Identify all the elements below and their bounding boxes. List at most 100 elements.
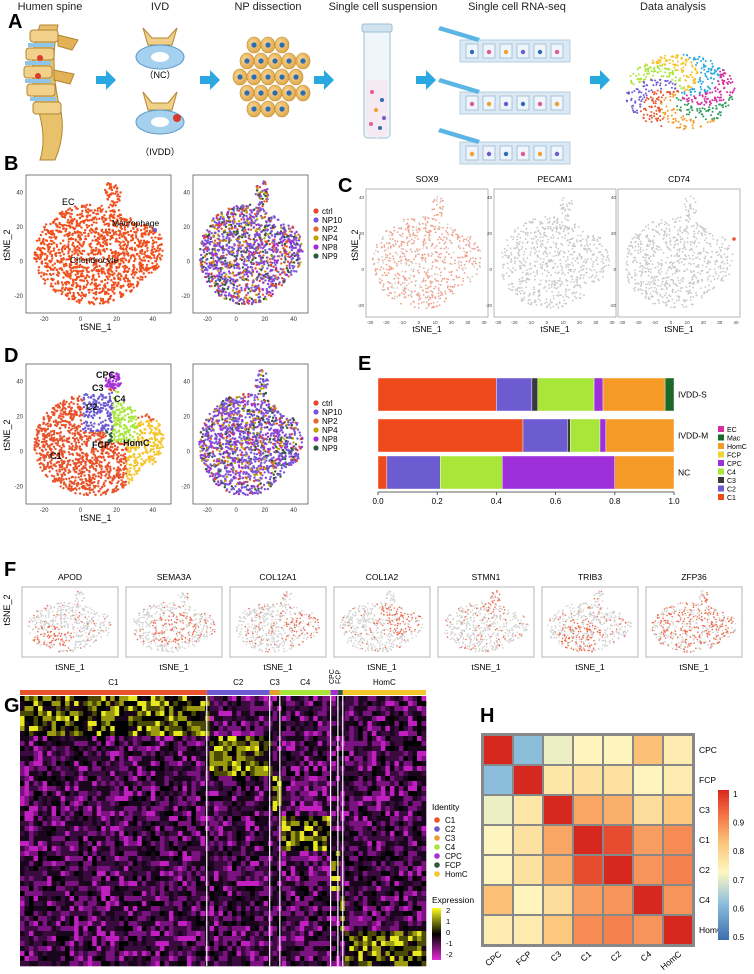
tsne-point [258, 299, 261, 302]
tsne-point [699, 103, 702, 105]
tsne-point [273, 261, 276, 264]
tsne-point [712, 120, 715, 123]
tsne-point [264, 279, 267, 282]
tsne-point [444, 256, 447, 259]
tsne-point [551, 282, 554, 285]
tsne-point [725, 81, 728, 84]
tsne-point [539, 223, 542, 226]
tsne-point [408, 239, 411, 242]
tsne-point [439, 206, 441, 209]
tsne-point [61, 250, 64, 253]
tsne-point [289, 245, 293, 249]
tsne-point [687, 108, 690, 111]
tsne-point [543, 269, 546, 272]
tsne-point [208, 280, 212, 284]
tsne-point [283, 235, 286, 239]
tsne-point [532, 271, 535, 273]
tsne-point [216, 242, 219, 245]
tsne-point [674, 111, 677, 114]
tsne-point [507, 256, 509, 259]
tsne-point [697, 58, 699, 61]
tsne-point [63, 212, 67, 215]
tsne-point [444, 290, 447, 293]
tsne-point [685, 60, 688, 63]
tsne-point [649, 66, 652, 69]
tsne-point [79, 270, 83, 273]
tsne-point [546, 253, 549, 256]
tsne-point [78, 249, 81, 253]
tsne-point [647, 98, 650, 100]
tsne-point [422, 280, 425, 282]
tsne-point [140, 266, 143, 270]
tsne-point [276, 255, 280, 258]
tsne-point [63, 244, 66, 247]
np-cell-nucleus [244, 90, 250, 96]
tsne-point [233, 266, 236, 270]
tsne-point [435, 266, 438, 269]
tsne-point [255, 228, 258, 231]
tsne-point [708, 108, 711, 111]
tsne-point [690, 91, 693, 94]
tsne-point [705, 110, 708, 112]
tsne-point [443, 236, 445, 239]
tsne-point [230, 253, 233, 256]
tsne-point [434, 285, 437, 288]
tsne-point [265, 273, 268, 276]
tsne-point [160, 254, 163, 257]
tsne-point [700, 101, 703, 104]
tsne-point [434, 258, 437, 261]
tsne-point [529, 251, 532, 254]
tsne-point [107, 222, 110, 225]
tsne-point [576, 276, 578, 279]
tsne-point [203, 268, 206, 272]
tsne-point [572, 270, 575, 273]
tsne-point [122, 244, 125, 247]
tsne-point [405, 250, 408, 253]
tsne-point [301, 250, 304, 253]
tsne-point [220, 282, 224, 285]
tsne-point [726, 78, 729, 81]
tsne-point [439, 247, 442, 250]
tsne-point [685, 119, 688, 122]
tsne-point [387, 259, 390, 262]
tsne-point [459, 247, 461, 250]
tsne-point [434, 260, 437, 263]
tsne-point [733, 87, 736, 90]
tsne-point [265, 290, 269, 293]
tsne-point [418, 271, 420, 274]
tsne-point [225, 237, 228, 240]
tsne-point [520, 262, 523, 264]
tsne-point [400, 262, 402, 264]
tsne-point [582, 277, 585, 279]
tsne-point [426, 296, 429, 299]
tsne-point [407, 294, 410, 297]
tsne-point [722, 98, 725, 101]
tsne-point [468, 245, 471, 247]
tsne-point [413, 306, 416, 308]
tsne-point [639, 110, 642, 113]
tsne-point [534, 235, 537, 238]
tsne-point [701, 80, 704, 83]
tsne-point [54, 282, 57, 285]
tsne-point [149, 230, 152, 233]
tsne-point [685, 94, 688, 97]
tsne-point [417, 238, 419, 240]
tsne-point [583, 265, 585, 267]
tsne-point [514, 288, 517, 291]
tsne-point [68, 291, 72, 295]
tsne-point [230, 227, 233, 230]
tsne-point [233, 220, 236, 223]
tsne-point [279, 240, 283, 243]
tsne-point [115, 233, 118, 236]
tsne-point [65, 224, 68, 227]
tsne-point [67, 208, 70, 211]
tsne-point [287, 237, 290, 241]
tsne-point [449, 285, 452, 288]
tsne-point [510, 235, 513, 238]
tsne-point [96, 207, 100, 210]
tsne-point [411, 238, 413, 241]
tsne-point [675, 97, 678, 99]
tsne-point [231, 246, 234, 249]
tsne-point [544, 263, 547, 266]
tsne-point [114, 250, 117, 253]
